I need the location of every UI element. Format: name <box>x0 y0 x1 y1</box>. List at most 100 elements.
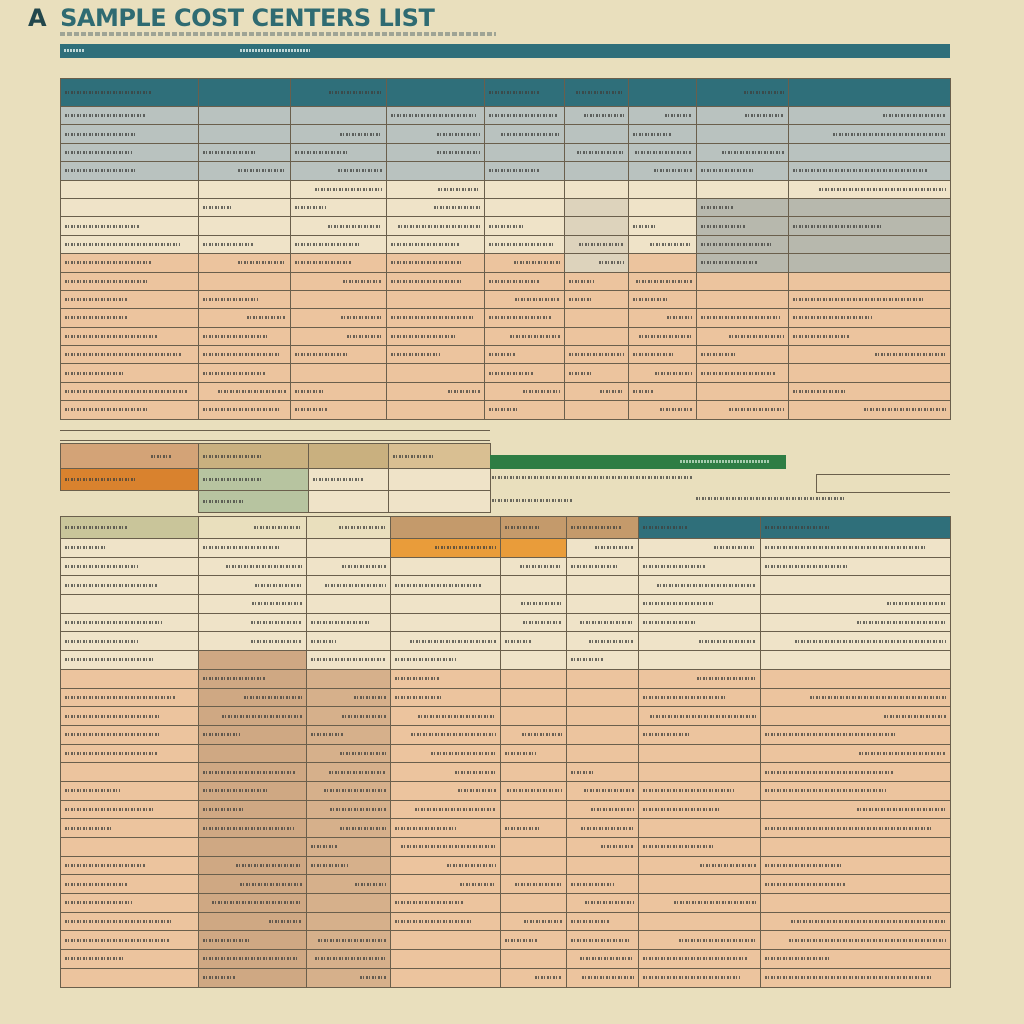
table-row <box>60 289 951 310</box>
green-header-bar <box>490 455 786 469</box>
table-cell <box>564 179 629 199</box>
illegible-text <box>65 733 160 737</box>
illegible-text <box>395 583 483 587</box>
illegible-text <box>643 695 727 699</box>
illegible-text <box>246 316 286 320</box>
illegible-text <box>571 565 619 569</box>
table-cell <box>290 197 387 218</box>
illegible-text <box>65 807 153 811</box>
table-cell <box>628 326 697 347</box>
table-cell <box>198 78 291 107</box>
table-cell <box>306 893 391 913</box>
illegible-text <box>65 789 120 793</box>
table-row <box>60 855 951 876</box>
illegible-text <box>489 408 518 412</box>
illegible-text <box>653 169 692 173</box>
illegible-text <box>571 526 622 529</box>
table-row <box>60 687 951 708</box>
table-cell <box>500 967 567 988</box>
illegible-text <box>395 677 439 681</box>
table-cell <box>306 874 391 895</box>
table-cell <box>564 289 629 310</box>
summary-cell <box>308 443 389 469</box>
table-cell <box>566 949 639 969</box>
table-cell <box>60 308 199 328</box>
table-cell <box>628 161 697 181</box>
illegible-text <box>212 901 302 905</box>
illegible-text <box>643 602 714 606</box>
table-cell <box>788 78 951 107</box>
table-cell <box>198 780 307 801</box>
table-cell <box>198 363 291 383</box>
illegible-text <box>65 864 146 868</box>
table-cell <box>564 105 629 126</box>
table-cell <box>198 234 291 255</box>
table-cell <box>386 326 485 347</box>
table-cell <box>638 949 761 969</box>
illegible-text <box>523 621 562 625</box>
table-cell <box>386 400 485 420</box>
summary-cell <box>308 490 389 513</box>
illegible-text <box>659 408 692 412</box>
illegible-text <box>203 807 245 811</box>
table-cell <box>198 271 291 291</box>
table-cell <box>290 271 387 291</box>
table-cell <box>500 612 567 633</box>
table-cell <box>198 381 291 402</box>
table-cell <box>638 762 761 782</box>
illegible-text <box>340 132 382 136</box>
table-cell <box>500 650 567 670</box>
table-cell <box>788 105 951 126</box>
illegible-text <box>65 390 187 394</box>
illegible-text <box>666 316 692 320</box>
table-cell <box>484 197 565 218</box>
illegible-text <box>415 807 496 811</box>
table-cell <box>788 142 951 163</box>
table-cell <box>390 706 501 726</box>
illegible-text <box>701 353 737 357</box>
table-cell <box>696 124 789 144</box>
table-cell <box>386 234 485 255</box>
table-row <box>60 363 951 383</box>
table-cell <box>390 516 501 539</box>
illegible-text <box>701 224 745 228</box>
illegible-text <box>701 316 781 320</box>
illegible-text <box>343 279 382 283</box>
table-row <box>60 930 951 951</box>
table-cell <box>390 575 501 596</box>
table-cell <box>566 631 639 652</box>
illegible-text <box>489 224 526 228</box>
table-cell <box>564 234 629 255</box>
illegible-text <box>65 882 129 886</box>
illegible-text <box>65 132 135 136</box>
divider-line <box>60 440 490 441</box>
table-cell <box>306 837 391 857</box>
illegible-text <box>342 565 386 569</box>
illegible-text <box>713 546 756 550</box>
illegible-text <box>250 621 302 625</box>
illegible-text <box>789 938 946 942</box>
table-cell <box>564 78 629 107</box>
table-cell <box>564 197 629 218</box>
table-cell <box>760 687 951 708</box>
illegible-text <box>857 807 946 811</box>
table-cell <box>290 78 387 107</box>
illegible-text <box>505 938 538 942</box>
table-cell <box>696 271 789 291</box>
illegible-text <box>203 677 267 681</box>
illegible-text <box>580 957 634 961</box>
illegible-text <box>65 714 160 718</box>
table-cell <box>788 197 951 218</box>
table-cell <box>386 308 485 328</box>
table-cell <box>306 612 391 633</box>
table-cell <box>306 556 391 577</box>
table-cell <box>386 216 485 236</box>
illegible-text <box>217 390 286 394</box>
table-cell <box>306 724 391 745</box>
table-cell <box>390 668 501 689</box>
illegible-text <box>765 770 894 774</box>
table-row <box>60 837 951 857</box>
illegible-text <box>401 845 496 849</box>
table-cell <box>306 516 391 539</box>
illegible-text <box>489 279 541 283</box>
